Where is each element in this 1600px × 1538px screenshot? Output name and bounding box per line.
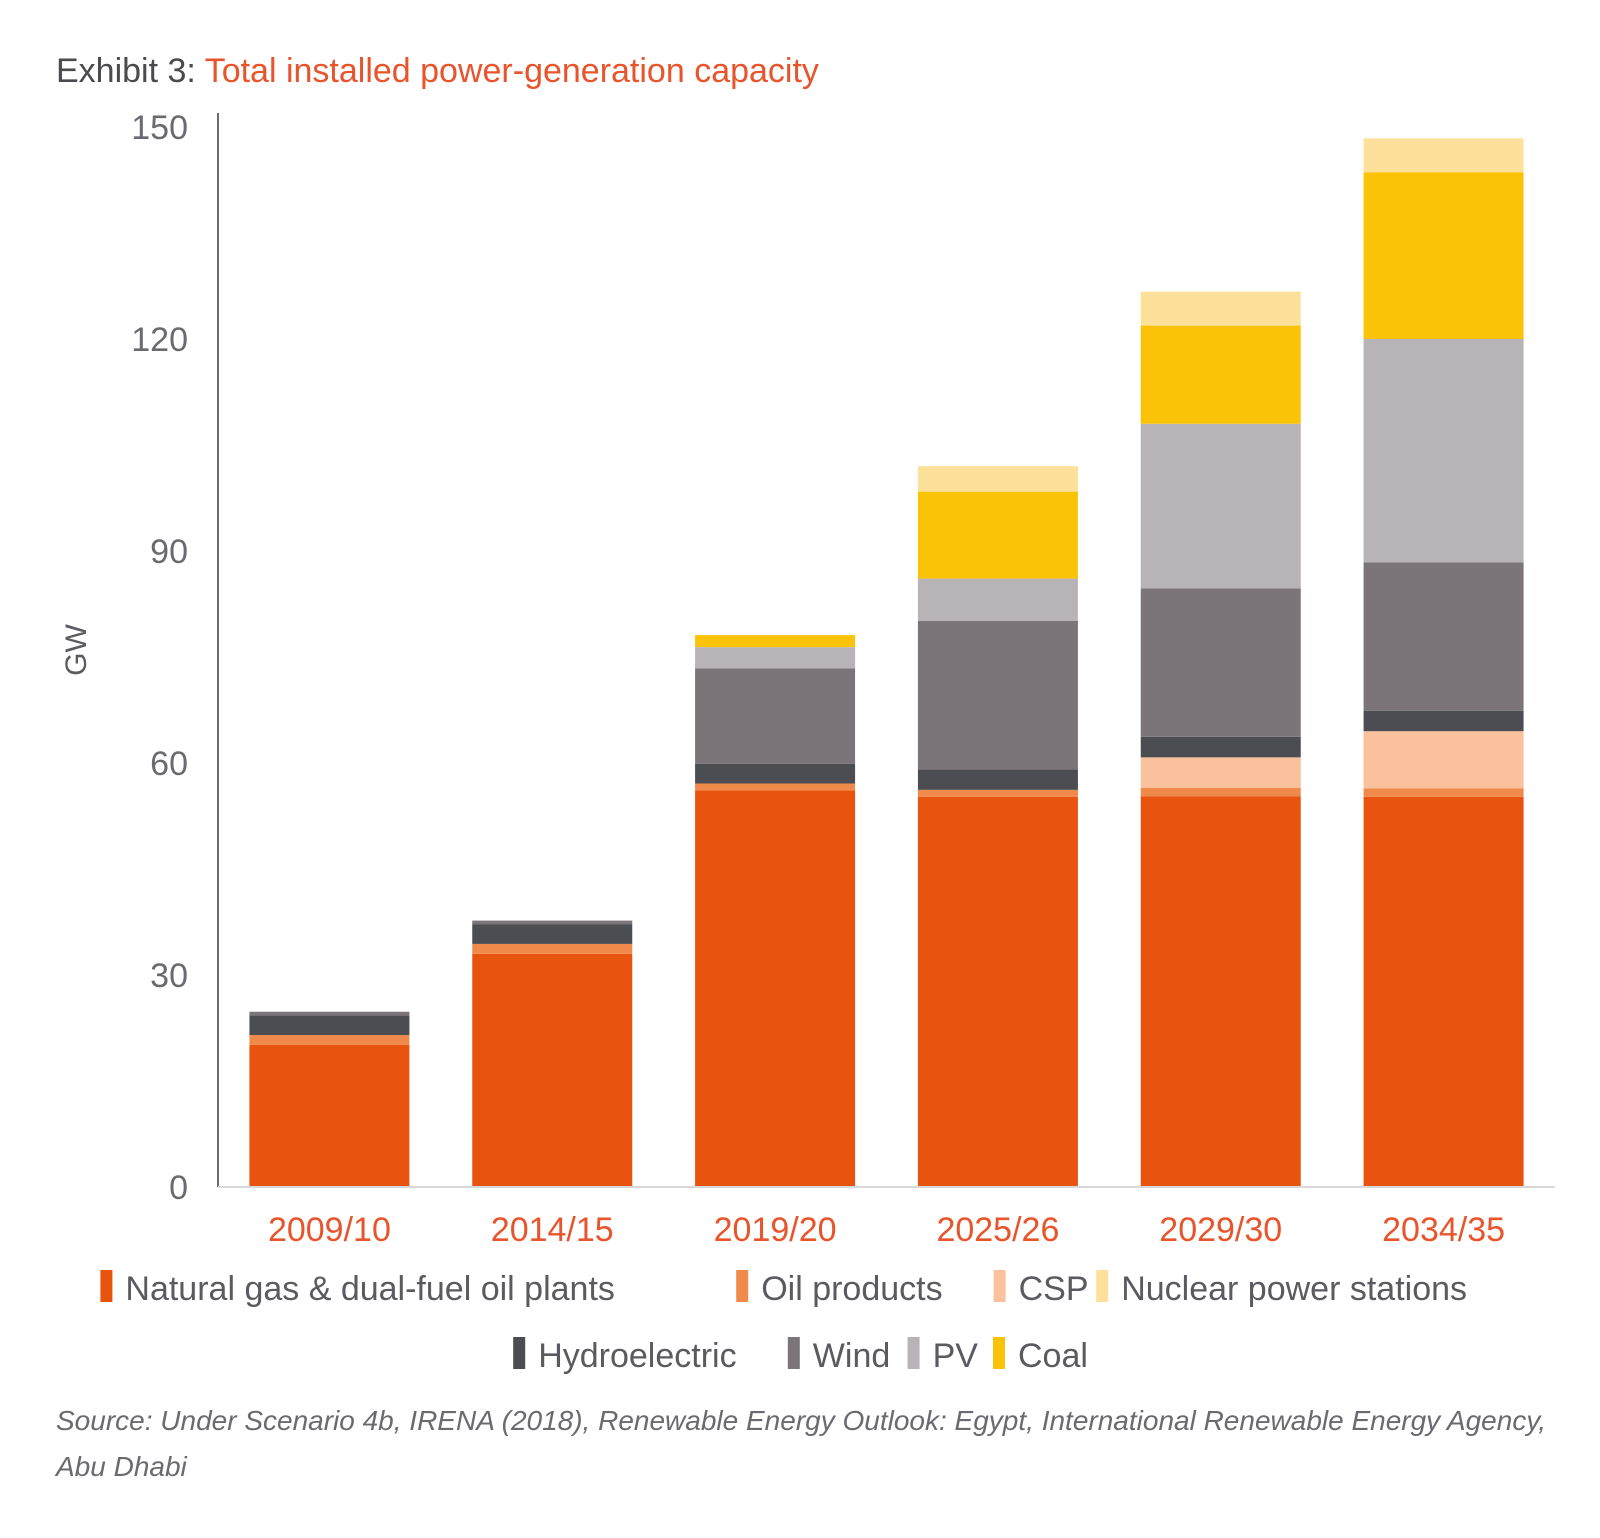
bar-segment (472, 924, 633, 944)
bar-segment (695, 647, 856, 669)
legend-swatch (787, 1337, 800, 1369)
y-axis-ticks: 0 30 60 90 120 150 (131, 109, 188, 1207)
bar-segment (472, 943, 633, 954)
x-tick-label: 2019/20 (714, 1211, 837, 1249)
bar-segment (695, 783, 856, 791)
legend-label: Natural gas & dual-fuel oil plants (125, 1270, 615, 1308)
title-text: Total installed power-generation capacit… (204, 52, 819, 90)
x-tick-label: 2029/30 (1159, 1211, 1282, 1249)
legend: Natural gas & dual-fuel oil plants Oil pr… (100, 1270, 1467, 1375)
bar-segment (1363, 731, 1524, 789)
legend-label: Oil products (761, 1270, 942, 1308)
x-tick-label: 2009/10 (268, 1211, 391, 1249)
bar-segment (695, 668, 856, 764)
bar-segment (1363, 339, 1524, 563)
bar-segment (1140, 291, 1301, 326)
bar-segment (917, 789, 1078, 797)
source-note: Source: Under Scenario 4b, IRENA (2018),… (56, 1405, 1547, 1482)
legend-swatch (100, 1270, 113, 1302)
bar-segment (249, 1044, 410, 1187)
bar-segment (917, 769, 1078, 790)
bar-segment (917, 796, 1078, 1187)
bar-segment (1363, 172, 1524, 339)
bar-segment (1140, 796, 1301, 1187)
legend-label: Wind (813, 1337, 890, 1375)
legend-swatch (1096, 1270, 1109, 1302)
bar-segment (472, 920, 633, 925)
y-tick-label: 30 (150, 957, 188, 995)
bar-segment (917, 491, 1078, 579)
legend-label: Coal (1018, 1337, 1088, 1375)
bar-segment (1363, 562, 1524, 711)
bar-segment (249, 1011, 410, 1016)
x-tick-label: 2034/35 (1382, 1211, 1505, 1249)
legend-swatch (513, 1337, 526, 1369)
legend-label: CSP (1019, 1270, 1089, 1308)
bar-segment (1140, 757, 1301, 788)
bar-segment (1140, 588, 1301, 737)
y-axis-label: GW (60, 623, 93, 675)
y-tick-label: 120 (131, 321, 188, 359)
legend-label: Hydroelectric (538, 1337, 736, 1375)
x-tick-label: 2014/15 (491, 1211, 614, 1249)
exhibit-label: Exhibit 3: (56, 52, 205, 90)
legend-swatch (993, 1337, 1005, 1369)
x-tick-label: 2025/26 (936, 1211, 1059, 1249)
bar-segment (917, 466, 1078, 492)
bar-segment (1363, 710, 1524, 732)
bar-segment (695, 635, 856, 648)
bars (249, 138, 1524, 1187)
y-tick-label: 150 (131, 109, 188, 147)
bar-segment (472, 953, 633, 1187)
y-tick-label: 60 (150, 745, 188, 783)
legend-label: PV (933, 1337, 979, 1375)
legend-label: Nuclear power stations (1121, 1270, 1467, 1308)
legend-swatch (907, 1337, 920, 1369)
bar-segment (1363, 138, 1524, 173)
bar-segment (1140, 787, 1301, 797)
x-axis-ticks: 2009/10 2014/15 2019/20 2025/26 2029/30 2034/… (268, 1211, 1505, 1249)
y-tick-label: 90 (150, 533, 188, 571)
bar-segment (1363, 796, 1524, 1187)
bar-segment (1363, 788, 1524, 797)
legend-swatch (736, 1270, 749, 1302)
bar-segment (695, 763, 856, 784)
bar-segment (1140, 325, 1301, 424)
bar-segment (695, 790, 856, 1187)
legend-swatch (993, 1270, 1006, 1302)
bar-segment (917, 578, 1078, 621)
chart-title: Exhibit 3: Total installed power-generat… (56, 52, 819, 91)
bar-segment (1140, 423, 1301, 589)
bar-segment (249, 1035, 410, 1045)
bar-segment (1140, 736, 1301, 758)
bar-segment (249, 1015, 410, 1036)
y-tick-label: 0 (169, 1169, 188, 1207)
bar-segment (917, 620, 1078, 770)
